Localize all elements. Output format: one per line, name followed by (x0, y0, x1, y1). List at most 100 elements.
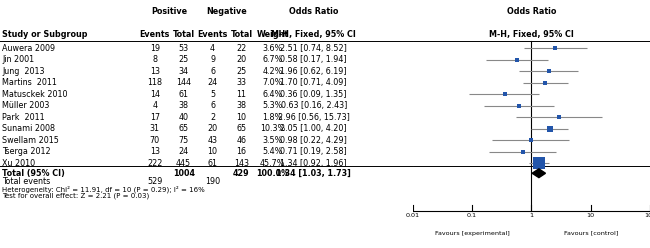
Text: Weight: Weight (256, 30, 289, 39)
Text: 43: 43 (207, 136, 218, 145)
Text: 6.4%: 6.4% (263, 90, 283, 99)
Text: 3.6%: 3.6% (263, 44, 283, 53)
Text: 24: 24 (207, 78, 218, 88)
Text: 144: 144 (176, 78, 191, 88)
Text: 24: 24 (179, 148, 188, 156)
Text: 34: 34 (179, 67, 188, 76)
Text: 2: 2 (210, 113, 215, 122)
Text: 4: 4 (210, 44, 215, 53)
Text: 45.7%: 45.7% (259, 159, 285, 168)
Text: 11: 11 (237, 90, 246, 99)
Text: 22: 22 (237, 44, 246, 53)
Text: 1.70 [0.71, 4.09]: 1.70 [0.71, 4.09] (280, 78, 347, 88)
Text: 118: 118 (148, 78, 162, 88)
Text: Xu 2010: Xu 2010 (2, 159, 35, 168)
Text: 65: 65 (237, 124, 246, 133)
Text: Tserga 2012: Tserga 2012 (2, 148, 51, 156)
Text: 2.96 [0.56, 15.73]: 2.96 [0.56, 15.73] (278, 113, 350, 122)
Text: 20: 20 (207, 124, 218, 133)
Text: 16: 16 (237, 148, 246, 156)
Point (517, 150, 528, 154)
Point (534, 161, 544, 165)
Text: Park  2011: Park 2011 (2, 113, 45, 122)
Text: 190: 190 (205, 177, 220, 186)
Text: 40: 40 (179, 113, 188, 122)
Text: 2.51 [0.74, 8.52]: 2.51 [0.74, 8.52] (280, 44, 347, 53)
Text: 1.96 [0.62, 6.19]: 1.96 [0.62, 6.19] (280, 67, 347, 76)
Text: 0.36 [0.09, 1.35]: 0.36 [0.09, 1.35] (280, 90, 347, 99)
Text: 100: 100 (644, 213, 650, 218)
Text: Total: Total (230, 30, 252, 39)
Text: 143: 143 (234, 159, 249, 168)
Text: 10: 10 (586, 213, 595, 218)
Text: Martins  2011: Martins 2011 (2, 78, 57, 88)
Text: 5.3%: 5.3% (262, 101, 283, 110)
Text: 53: 53 (179, 44, 188, 53)
Text: 222: 222 (147, 159, 162, 168)
Text: Auwera 2009: Auwera 2009 (2, 44, 55, 53)
Text: Jin 2001: Jin 2001 (2, 55, 34, 64)
Point (550, 46, 560, 50)
Text: 5.4%: 5.4% (262, 148, 283, 156)
Text: 4: 4 (152, 101, 157, 110)
Point (545, 127, 555, 131)
Text: Total events: Total events (2, 177, 50, 186)
Text: 14: 14 (150, 90, 160, 99)
Text: 75: 75 (179, 136, 188, 145)
Text: 1004: 1004 (173, 169, 194, 178)
Text: 61: 61 (179, 90, 188, 99)
Text: 445: 445 (176, 159, 191, 168)
Text: Test for overall effect: Z = 2.21 (P = 0.03): Test for overall effect: Z = 2.21 (P = 0… (2, 193, 150, 199)
Text: 70: 70 (150, 136, 160, 145)
Point (543, 69, 554, 73)
Text: 38: 38 (237, 101, 246, 110)
Text: Favours [control]: Favours [control] (564, 231, 618, 236)
Text: Heterogeneity: Chi² = 11.91, df = 10 (P = 0.29); I² = 16%: Heterogeneity: Chi² = 11.91, df = 10 (P … (2, 185, 205, 193)
Text: Favours [experimental]: Favours [experimental] (435, 231, 510, 236)
Text: Negative: Negative (207, 7, 248, 16)
Text: 10.3%: 10.3% (260, 124, 285, 133)
Point (512, 58, 523, 62)
Text: 0.58 [0.17, 1.94]: 0.58 [0.17, 1.94] (280, 55, 347, 64)
Text: Events: Events (140, 30, 170, 39)
Text: 20: 20 (237, 55, 246, 64)
Text: Events: Events (198, 30, 228, 39)
Text: 5: 5 (210, 90, 215, 99)
Text: 6: 6 (210, 101, 215, 110)
Point (526, 138, 536, 142)
Text: 1.34 [1.03, 1.73]: 1.34 [1.03, 1.73] (276, 169, 351, 178)
Text: 19: 19 (150, 44, 160, 53)
Polygon shape (532, 169, 545, 178)
Text: 25: 25 (179, 55, 188, 64)
Text: 0.71 [0.19, 2.58]: 0.71 [0.19, 2.58] (280, 148, 347, 156)
Text: Sunami 2008: Sunami 2008 (2, 124, 55, 133)
Text: Odds Ratio: Odds Ratio (289, 7, 339, 16)
Text: 31: 31 (150, 124, 160, 133)
Text: 1.8%: 1.8% (263, 113, 283, 122)
Text: M-H, Fixed, 95% CI: M-H, Fixed, 95% CI (271, 30, 356, 39)
Text: Swellam 2015: Swellam 2015 (2, 136, 59, 145)
Text: Positive: Positive (151, 7, 187, 16)
Point (540, 81, 551, 85)
Text: 2.05 [1.00, 4.20]: 2.05 [1.00, 4.20] (280, 124, 347, 133)
Text: 6.7%: 6.7% (262, 55, 283, 64)
Text: 17: 17 (150, 113, 160, 122)
Point (500, 93, 510, 96)
Text: 10: 10 (207, 148, 218, 156)
Text: Odds Ratio: Odds Ratio (507, 7, 556, 16)
Text: Study or Subgroup: Study or Subgroup (2, 30, 88, 39)
Text: 61: 61 (207, 159, 218, 168)
Text: 9: 9 (210, 55, 215, 64)
Text: 6: 6 (210, 67, 215, 76)
Text: 3.5%: 3.5% (262, 136, 283, 145)
Text: 100.0%: 100.0% (256, 169, 289, 178)
Text: M-H, Fixed, 95% CI: M-H, Fixed, 95% CI (489, 30, 574, 39)
Text: 4.2%: 4.2% (262, 67, 283, 76)
Text: 7.0%: 7.0% (262, 78, 283, 88)
Text: Jung  2013: Jung 2013 (2, 67, 45, 76)
Text: Total: Total (173, 30, 195, 39)
Text: 33: 33 (237, 78, 246, 88)
Point (514, 104, 525, 108)
Text: 0.63 [0.16, 2.43]: 0.63 [0.16, 2.43] (281, 101, 347, 110)
Text: 10: 10 (237, 113, 246, 122)
